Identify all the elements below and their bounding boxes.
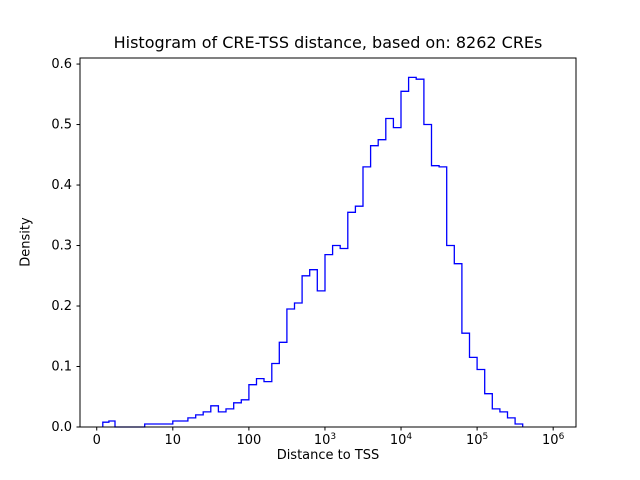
y-axis-label: Density [18, 217, 34, 267]
y-axis-tick-label: 0.2 [51, 299, 72, 314]
y-axis-tick-label: 0.6 [51, 57, 72, 72]
histogram-step-line [102, 76, 524, 428]
y-axis-tick-label: 0.5 [51, 118, 72, 133]
y-axis-tick-label: 0.0 [51, 420, 72, 435]
y-axis-tick-label: 0.1 [51, 360, 72, 375]
x-axis-label: Distance to TSS [276, 448, 380, 463]
x-axis-tick-label: 0 [93, 433, 101, 448]
axes-frame [79, 57, 577, 428]
x-axis-tick-label: 10 [165, 433, 182, 448]
x-axis-tick-label: 100 [236, 433, 261, 448]
y-axis-tick-label: 0.3 [51, 239, 72, 254]
chart-title: Histogram of CRE-TSS distance, based on:… [113, 33, 543, 52]
y-axis-tick-label: 0.4 [51, 178, 72, 193]
